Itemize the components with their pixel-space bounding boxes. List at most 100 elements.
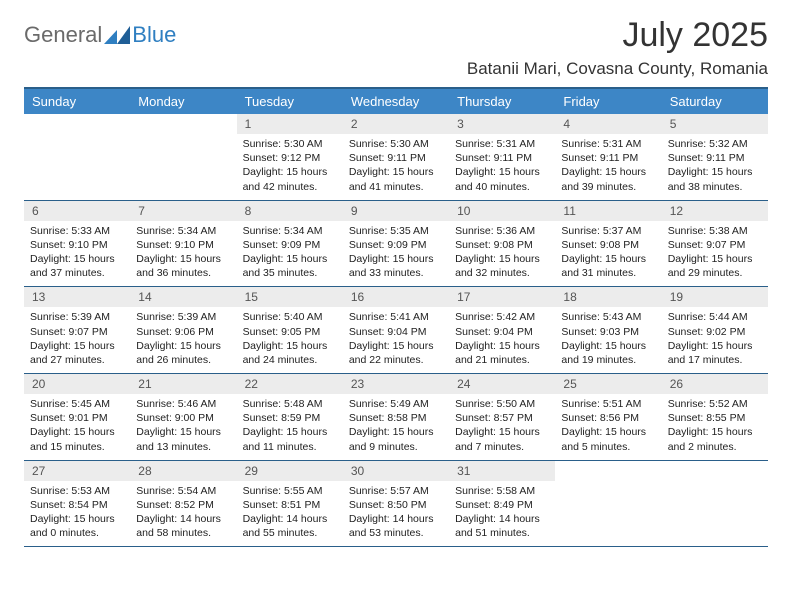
day-number: 2 [343, 114, 449, 134]
calendar-week-row: 6Sunrise: 5:33 AMSunset: 9:10 PMDaylight… [24, 200, 768, 287]
calendar-day-cell: 18Sunrise: 5:43 AMSunset: 9:03 PMDayligh… [555, 287, 661, 374]
calendar-day-cell: 27Sunrise: 5:53 AMSunset: 8:54 PMDayligh… [24, 460, 130, 547]
day-number: 7 [130, 201, 236, 221]
calendar-day-cell: 11Sunrise: 5:37 AMSunset: 9:08 PMDayligh… [555, 200, 661, 287]
calendar-day-cell: 28Sunrise: 5:54 AMSunset: 8:52 PMDayligh… [130, 460, 236, 547]
day-details: Sunrise: 5:36 AMSunset: 9:08 PMDaylight:… [449, 221, 555, 287]
calendar-week-row: 20Sunrise: 5:45 AMSunset: 9:01 PMDayligh… [24, 374, 768, 461]
calendar-day-cell: 25Sunrise: 5:51 AMSunset: 8:56 PMDayligh… [555, 374, 661, 461]
calendar-day-cell: .. [555, 460, 661, 547]
weekday-header: Wednesday [343, 88, 449, 114]
day-details: Sunrise: 5:30 AMSunset: 9:11 PMDaylight:… [343, 134, 449, 200]
day-details: Sunrise: 5:34 AMSunset: 9:10 PMDaylight:… [130, 221, 236, 287]
logo: General Blue [24, 22, 176, 48]
calendar-day-cell: 7Sunrise: 5:34 AMSunset: 9:10 PMDaylight… [130, 200, 236, 287]
day-number: 28 [130, 461, 236, 481]
day-number: 12 [662, 201, 768, 221]
day-details: Sunrise: 5:39 AMSunset: 9:06 PMDaylight:… [130, 307, 236, 373]
title-block: July 2025 Batanii Mari, Covasna County, … [467, 16, 768, 79]
day-number: 4 [555, 114, 661, 134]
day-details: Sunrise: 5:37 AMSunset: 9:08 PMDaylight:… [555, 221, 661, 287]
day-details: Sunrise: 5:33 AMSunset: 9:10 PMDaylight:… [24, 221, 130, 287]
calendar-day-cell: 14Sunrise: 5:39 AMSunset: 9:06 PMDayligh… [130, 287, 236, 374]
calendar-day-cell: .. [130, 114, 236, 200]
day-details: Sunrise: 5:54 AMSunset: 8:52 PMDaylight:… [130, 481, 236, 547]
day-number: 31 [449, 461, 555, 481]
day-details: Sunrise: 5:42 AMSunset: 9:04 PMDaylight:… [449, 307, 555, 373]
day-details: Sunrise: 5:55 AMSunset: 8:51 PMDaylight:… [237, 481, 343, 547]
calendar-day-cell: 10Sunrise: 5:36 AMSunset: 9:08 PMDayligh… [449, 200, 555, 287]
day-number: 14 [130, 287, 236, 307]
location-label: Batanii Mari, Covasna County, Romania [467, 59, 768, 79]
day-number: 15 [237, 287, 343, 307]
day-number: 18 [555, 287, 661, 307]
logo-text-general: General [24, 22, 102, 48]
day-details: Sunrise: 5:46 AMSunset: 9:00 PMDaylight:… [130, 394, 236, 460]
calendar-week-row: 27Sunrise: 5:53 AMSunset: 8:54 PMDayligh… [24, 460, 768, 547]
calendar-day-cell: 3Sunrise: 5:31 AMSunset: 9:11 PMDaylight… [449, 114, 555, 200]
calendar-day-cell: 4Sunrise: 5:31 AMSunset: 9:11 PMDaylight… [555, 114, 661, 200]
day-number: 22 [237, 374, 343, 394]
day-number: 19 [662, 287, 768, 307]
day-number: 10 [449, 201, 555, 221]
calendar-day-cell: 8Sunrise: 5:34 AMSunset: 9:09 PMDaylight… [237, 200, 343, 287]
day-details: Sunrise: 5:39 AMSunset: 9:07 PMDaylight:… [24, 307, 130, 373]
calendar-day-cell: 22Sunrise: 5:48 AMSunset: 8:59 PMDayligh… [237, 374, 343, 461]
day-number: 26 [662, 374, 768, 394]
calendar-day-cell: 2Sunrise: 5:30 AMSunset: 9:11 PMDaylight… [343, 114, 449, 200]
day-details: Sunrise: 5:43 AMSunset: 9:03 PMDaylight:… [555, 307, 661, 373]
calendar-day-cell: 17Sunrise: 5:42 AMSunset: 9:04 PMDayligh… [449, 287, 555, 374]
calendar-day-cell: 5Sunrise: 5:32 AMSunset: 9:11 PMDaylight… [662, 114, 768, 200]
day-details: Sunrise: 5:31 AMSunset: 9:11 PMDaylight:… [555, 134, 661, 200]
calendar-day-cell: 16Sunrise: 5:41 AMSunset: 9:04 PMDayligh… [343, 287, 449, 374]
day-number: 5 [662, 114, 768, 134]
day-number: 13 [24, 287, 130, 307]
day-details: Sunrise: 5:32 AMSunset: 9:11 PMDaylight:… [662, 134, 768, 200]
calendar-day-cell: 21Sunrise: 5:46 AMSunset: 9:00 PMDayligh… [130, 374, 236, 461]
day-details: Sunrise: 5:57 AMSunset: 8:50 PMDaylight:… [343, 481, 449, 547]
calendar-week-row: 13Sunrise: 5:39 AMSunset: 9:07 PMDayligh… [24, 287, 768, 374]
calendar-table: Sunday Monday Tuesday Wednesday Thursday… [24, 87, 768, 547]
day-details: Sunrise: 5:38 AMSunset: 9:07 PMDaylight:… [662, 221, 768, 287]
weekday-header-row: Sunday Monday Tuesday Wednesday Thursday… [24, 88, 768, 114]
logo-mark-icon [104, 26, 130, 44]
day-number: 9 [343, 201, 449, 221]
logo-text-blue: Blue [132, 22, 176, 48]
day-details: Sunrise: 5:34 AMSunset: 9:09 PMDaylight:… [237, 221, 343, 287]
calendar-day-cell: 20Sunrise: 5:45 AMSunset: 9:01 PMDayligh… [24, 374, 130, 461]
day-number: 21 [130, 374, 236, 394]
day-details: Sunrise: 5:31 AMSunset: 9:11 PMDaylight:… [449, 134, 555, 200]
header: General Blue July 2025 Batanii Mari, Cov… [24, 16, 768, 79]
day-details: Sunrise: 5:30 AMSunset: 9:12 PMDaylight:… [237, 134, 343, 200]
day-number: 3 [449, 114, 555, 134]
day-details: Sunrise: 5:41 AMSunset: 9:04 PMDaylight:… [343, 307, 449, 373]
day-number: 8 [237, 201, 343, 221]
weekday-header: Monday [130, 88, 236, 114]
day-number: 20 [24, 374, 130, 394]
page-title: July 2025 [467, 16, 768, 55]
day-details: Sunrise: 5:40 AMSunset: 9:05 PMDaylight:… [237, 307, 343, 373]
day-details: Sunrise: 5:35 AMSunset: 9:09 PMDaylight:… [343, 221, 449, 287]
day-number: 1 [237, 114, 343, 134]
day-details: Sunrise: 5:52 AMSunset: 8:55 PMDaylight:… [662, 394, 768, 460]
day-details: Sunrise: 5:44 AMSunset: 9:02 PMDaylight:… [662, 307, 768, 373]
day-details: Sunrise: 5:48 AMSunset: 8:59 PMDaylight:… [237, 394, 343, 460]
weekday-header: Saturday [662, 88, 768, 114]
calendar-day-cell: 31Sunrise: 5:58 AMSunset: 8:49 PMDayligh… [449, 460, 555, 547]
calendar-day-cell: 26Sunrise: 5:52 AMSunset: 8:55 PMDayligh… [662, 374, 768, 461]
day-details: Sunrise: 5:51 AMSunset: 8:56 PMDaylight:… [555, 394, 661, 460]
day-number: 25 [555, 374, 661, 394]
calendar-day-cell: .. [24, 114, 130, 200]
calendar-day-cell: 1Sunrise: 5:30 AMSunset: 9:12 PMDaylight… [237, 114, 343, 200]
day-details: Sunrise: 5:49 AMSunset: 8:58 PMDaylight:… [343, 394, 449, 460]
weekday-header: Friday [555, 88, 661, 114]
calendar-day-cell: .. [662, 460, 768, 547]
calendar-day-cell: 15Sunrise: 5:40 AMSunset: 9:05 PMDayligh… [237, 287, 343, 374]
calendar-day-cell: 12Sunrise: 5:38 AMSunset: 9:07 PMDayligh… [662, 200, 768, 287]
weekday-header: Tuesday [237, 88, 343, 114]
weekday-header: Thursday [449, 88, 555, 114]
calendar-day-cell: 29Sunrise: 5:55 AMSunset: 8:51 PMDayligh… [237, 460, 343, 547]
day-number: 6 [24, 201, 130, 221]
calendar-day-cell: 24Sunrise: 5:50 AMSunset: 8:57 PMDayligh… [449, 374, 555, 461]
day-number: 30 [343, 461, 449, 481]
